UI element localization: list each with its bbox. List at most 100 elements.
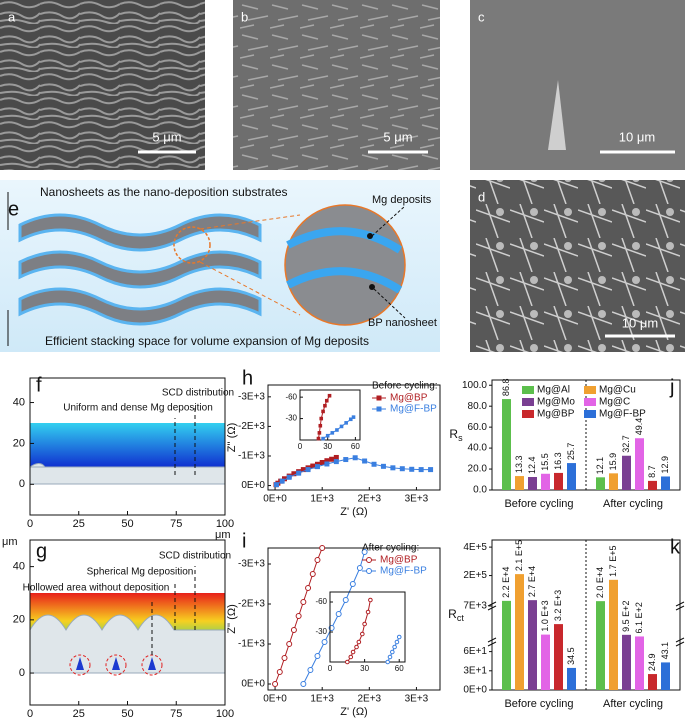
x-tick-label: 2E+3 xyxy=(357,494,381,505)
value-label: 15.5 xyxy=(540,453,550,471)
point xyxy=(356,639,362,645)
value-label: 34.5 xyxy=(566,647,576,665)
bar xyxy=(622,455,631,490)
y-tick-label: -3E+3 xyxy=(238,559,265,570)
x-tick-label: 75 xyxy=(170,518,182,530)
point xyxy=(323,403,327,408)
point xyxy=(325,433,330,438)
point xyxy=(318,423,323,428)
substrate xyxy=(29,614,226,674)
axis-frame xyxy=(267,547,441,691)
point xyxy=(339,424,344,429)
point xyxy=(380,463,386,469)
point xyxy=(362,621,367,627)
y-axis-label: Z'' (Ω) xyxy=(226,604,238,634)
x-tick-label: 30 xyxy=(323,442,332,451)
legend-label: Mg@BP xyxy=(537,409,575,420)
annotation: Hollowed area without deposition xyxy=(23,583,170,594)
value-label: 2.7 E+4 xyxy=(527,566,537,597)
panel-label: c xyxy=(478,9,485,24)
point xyxy=(276,669,283,675)
bar xyxy=(515,574,524,690)
bar xyxy=(541,473,550,490)
bar xyxy=(635,438,644,490)
point xyxy=(324,458,330,464)
point xyxy=(348,654,354,660)
point xyxy=(371,461,377,467)
point xyxy=(342,597,349,603)
field-band xyxy=(30,423,225,467)
x-axis-label: Z' (Ω) xyxy=(340,706,367,718)
point xyxy=(362,458,368,464)
y-axis-label: Rs xyxy=(449,427,463,443)
y-tick-label: 20 xyxy=(13,614,25,626)
y-axis-label-subscript: ct xyxy=(457,613,465,623)
value-label: 25.7 xyxy=(566,443,576,461)
axis-frame xyxy=(299,389,361,441)
zoom-circle xyxy=(284,204,406,326)
zoom-line xyxy=(199,214,301,230)
panel-label: b xyxy=(241,9,248,24)
y-axis-label: R xyxy=(448,607,457,621)
legend-label: Mg@F-BP xyxy=(390,404,437,415)
y-tick-label: -60 xyxy=(315,597,327,606)
y-tick-label: 80.0 xyxy=(468,401,488,412)
y-tick-label: 6E+1 xyxy=(463,646,487,657)
panel-label: i xyxy=(242,530,246,552)
value-label: 12.4 xyxy=(527,456,537,474)
x-tick-label: 30 xyxy=(360,664,369,673)
schematic-text: Efficient stacking space for volume expa… xyxy=(45,334,369,348)
point xyxy=(343,457,349,463)
y-tick-label: 0E+0 xyxy=(241,480,265,491)
y-axis-label: Rct xyxy=(448,607,464,623)
y-tick-label: -60 xyxy=(285,392,297,401)
bar xyxy=(596,601,605,690)
legend-swatch xyxy=(522,386,534,394)
scale-bar-label: 5 μm xyxy=(383,129,412,144)
value-label: 8.7 xyxy=(647,465,657,478)
point xyxy=(345,659,350,665)
y-tick-label: 40.0 xyxy=(468,443,488,454)
y-tick-label: 20.0 xyxy=(468,464,488,475)
value-label: 12.9 xyxy=(660,456,670,474)
bar xyxy=(609,473,618,490)
x-tick-label: 0 xyxy=(27,708,33,719)
value-label: 24.9 xyxy=(647,654,657,672)
point xyxy=(368,597,373,603)
y-tick-label: 100.0 xyxy=(462,380,487,391)
point xyxy=(319,459,325,465)
point xyxy=(349,581,356,587)
point xyxy=(286,641,293,647)
value-label: 3.2 E+3 xyxy=(553,590,563,621)
point xyxy=(305,467,311,473)
point xyxy=(333,454,339,460)
point xyxy=(273,482,279,488)
point xyxy=(305,585,312,591)
x-tick-label: 3E+3 xyxy=(405,694,429,705)
annotation: Spherical Mg deposition xyxy=(87,567,194,578)
legend-swatch xyxy=(522,410,534,418)
x-tick-label: 0E+0 xyxy=(263,694,287,705)
annotation: Uniform and dense Mg deposition xyxy=(63,403,213,414)
point xyxy=(321,409,325,414)
point xyxy=(354,644,359,650)
sem-feature xyxy=(548,80,566,150)
x-tick-label: 0 xyxy=(27,518,33,530)
point xyxy=(390,465,396,471)
x-tick-label: 50 xyxy=(121,518,133,530)
x-unit: μm xyxy=(215,529,231,541)
value-label: 1.0 E+3 xyxy=(540,600,550,631)
x-tick-label: 60 xyxy=(395,664,404,673)
x-tick-label: 0 xyxy=(328,664,333,673)
point xyxy=(394,639,400,645)
value-label: 43.1 xyxy=(660,642,670,660)
point xyxy=(307,667,314,673)
panel-label: e xyxy=(8,198,19,220)
zoom-marker xyxy=(173,226,211,264)
value-label: 15.9 xyxy=(608,453,618,471)
point xyxy=(392,644,397,650)
x-tick-label: 100 xyxy=(216,518,234,530)
y-tick-label: 0 xyxy=(19,667,25,679)
y-tick-label: -3E+3 xyxy=(238,391,265,402)
